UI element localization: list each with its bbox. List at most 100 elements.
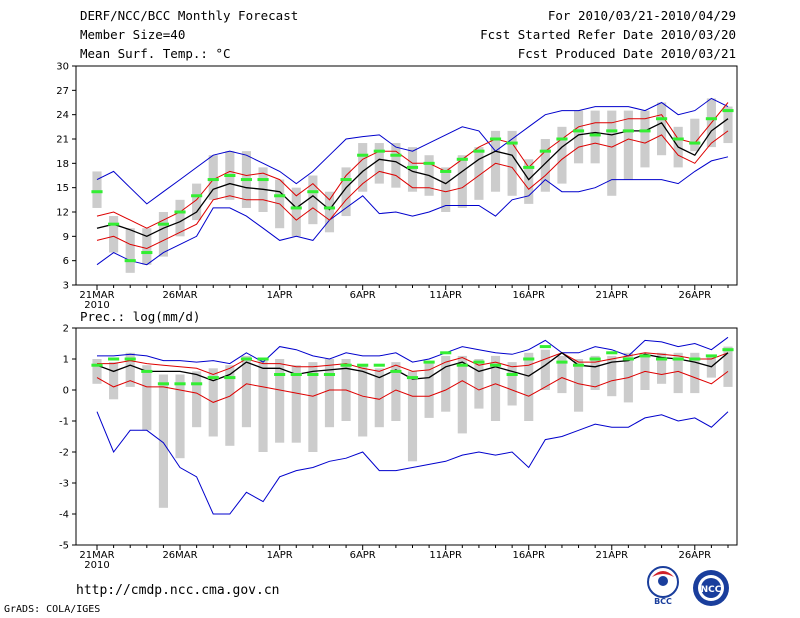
forecast-start-date: Fcst Started Refer Date 2010/03/20 xyxy=(480,27,736,42)
observed-marker xyxy=(108,222,120,226)
y-tick-label: -1 xyxy=(59,417,69,428)
range-bar xyxy=(241,355,252,428)
x-tick-label: 11APR xyxy=(429,550,462,561)
x-tick-label: 26MAR xyxy=(162,290,197,301)
range-bar xyxy=(391,362,401,421)
observed-marker xyxy=(556,360,568,364)
x-tick-label: 26MAR xyxy=(162,550,197,561)
range-bar xyxy=(374,143,384,184)
series-ensemble-max xyxy=(96,97,729,205)
observed-marker xyxy=(174,382,186,386)
series-mean-spread xyxy=(97,352,729,376)
observed-marker xyxy=(506,141,518,145)
x-tick-label: 16APR xyxy=(512,290,545,301)
observed-marker xyxy=(689,141,701,145)
observed-marker xyxy=(705,117,717,121)
observed-marker xyxy=(340,363,352,367)
range-bar xyxy=(441,355,451,412)
observed-marker xyxy=(423,360,435,364)
series-mean-spread xyxy=(96,130,729,250)
observed-marker xyxy=(124,357,136,361)
range-bar xyxy=(673,352,683,394)
observed-marker xyxy=(207,178,219,182)
y-tick-label: 9 xyxy=(63,232,69,243)
x-year-label: 2010 xyxy=(84,300,109,311)
observed-marker xyxy=(606,351,618,355)
range-bar xyxy=(341,167,351,217)
observed-marker xyxy=(456,157,468,161)
observed-marker xyxy=(141,251,153,255)
observed-marker xyxy=(423,161,435,165)
range-bar xyxy=(490,355,501,421)
range-bar xyxy=(407,147,418,192)
precip-panel-title: Prec.: log(mm/d) xyxy=(80,309,201,324)
x-tick-label: 1APR xyxy=(267,550,293,561)
observed-marker xyxy=(722,109,734,113)
range-bar xyxy=(507,362,517,406)
observed-marker xyxy=(257,357,269,361)
observed-marker xyxy=(639,129,651,133)
observed-marker xyxy=(572,363,585,367)
range-bar xyxy=(540,139,550,192)
observed-marker xyxy=(390,153,402,157)
chart-title: DERF/NCC/BCC Monthly Forecast xyxy=(80,8,299,23)
observed-marker xyxy=(323,373,336,376)
range-bar xyxy=(657,352,667,384)
range-bar xyxy=(590,355,600,390)
y-tick-label: -5 xyxy=(59,541,69,552)
y-tick-label: 2 xyxy=(63,324,69,335)
range-bar xyxy=(324,359,335,428)
range-bar xyxy=(192,371,202,428)
observed-marker xyxy=(589,357,601,361)
series-ensemble-min xyxy=(96,156,729,266)
y-tick-label: -3 xyxy=(59,479,69,490)
observed-marker xyxy=(656,117,668,121)
observed-marker xyxy=(406,376,419,380)
range-bar xyxy=(225,365,235,446)
observed-marker xyxy=(240,178,253,182)
range-bar xyxy=(690,352,700,394)
y-tick-label: 15 xyxy=(56,183,69,194)
x-tick-label: 6APR xyxy=(350,290,376,301)
observed-marker xyxy=(589,133,601,137)
range-bar xyxy=(291,365,301,443)
source-url[interactable]: http://cmdp.ncc.cma.gov.cn xyxy=(76,583,280,598)
range-bar xyxy=(424,362,434,418)
observed-marker xyxy=(622,357,634,361)
observed-marker xyxy=(473,149,485,153)
range-bar xyxy=(142,228,152,265)
observed-marker xyxy=(622,129,634,133)
range-bar xyxy=(524,159,534,204)
observed-marker xyxy=(373,363,385,367)
range-bar xyxy=(92,171,102,208)
range-bar xyxy=(391,143,401,188)
observed-marker xyxy=(157,382,169,386)
observed-marker xyxy=(207,376,219,380)
y-tick-label: 21 xyxy=(56,135,69,146)
range-bar xyxy=(457,155,467,208)
observed-marker xyxy=(224,174,236,177)
range-bar xyxy=(524,352,534,421)
series-mean-spread xyxy=(96,102,729,229)
range-bar xyxy=(590,110,600,164)
observed-marker xyxy=(606,129,618,133)
range-bar xyxy=(208,155,218,200)
x-tick-label: 21MAR xyxy=(79,550,114,561)
range-bar xyxy=(109,362,119,400)
observed-marker xyxy=(722,348,734,352)
observed-marker xyxy=(290,373,302,376)
y-tick-label: 1 xyxy=(63,355,69,366)
range-bar xyxy=(158,374,168,508)
observed-marker xyxy=(390,369,402,373)
range-bar xyxy=(623,110,633,180)
range-bar xyxy=(507,130,517,196)
observed-marker xyxy=(373,149,385,153)
range-bar xyxy=(640,110,650,168)
observed-marker xyxy=(307,373,319,376)
y-tick-label: 30 xyxy=(56,62,69,73)
observed-marker xyxy=(91,363,103,367)
forecast-produced-date: Fcst Produced Date 2010/03/21 xyxy=(517,46,736,61)
member-size: Member Size=40 xyxy=(80,27,186,42)
range-bar xyxy=(573,359,584,412)
